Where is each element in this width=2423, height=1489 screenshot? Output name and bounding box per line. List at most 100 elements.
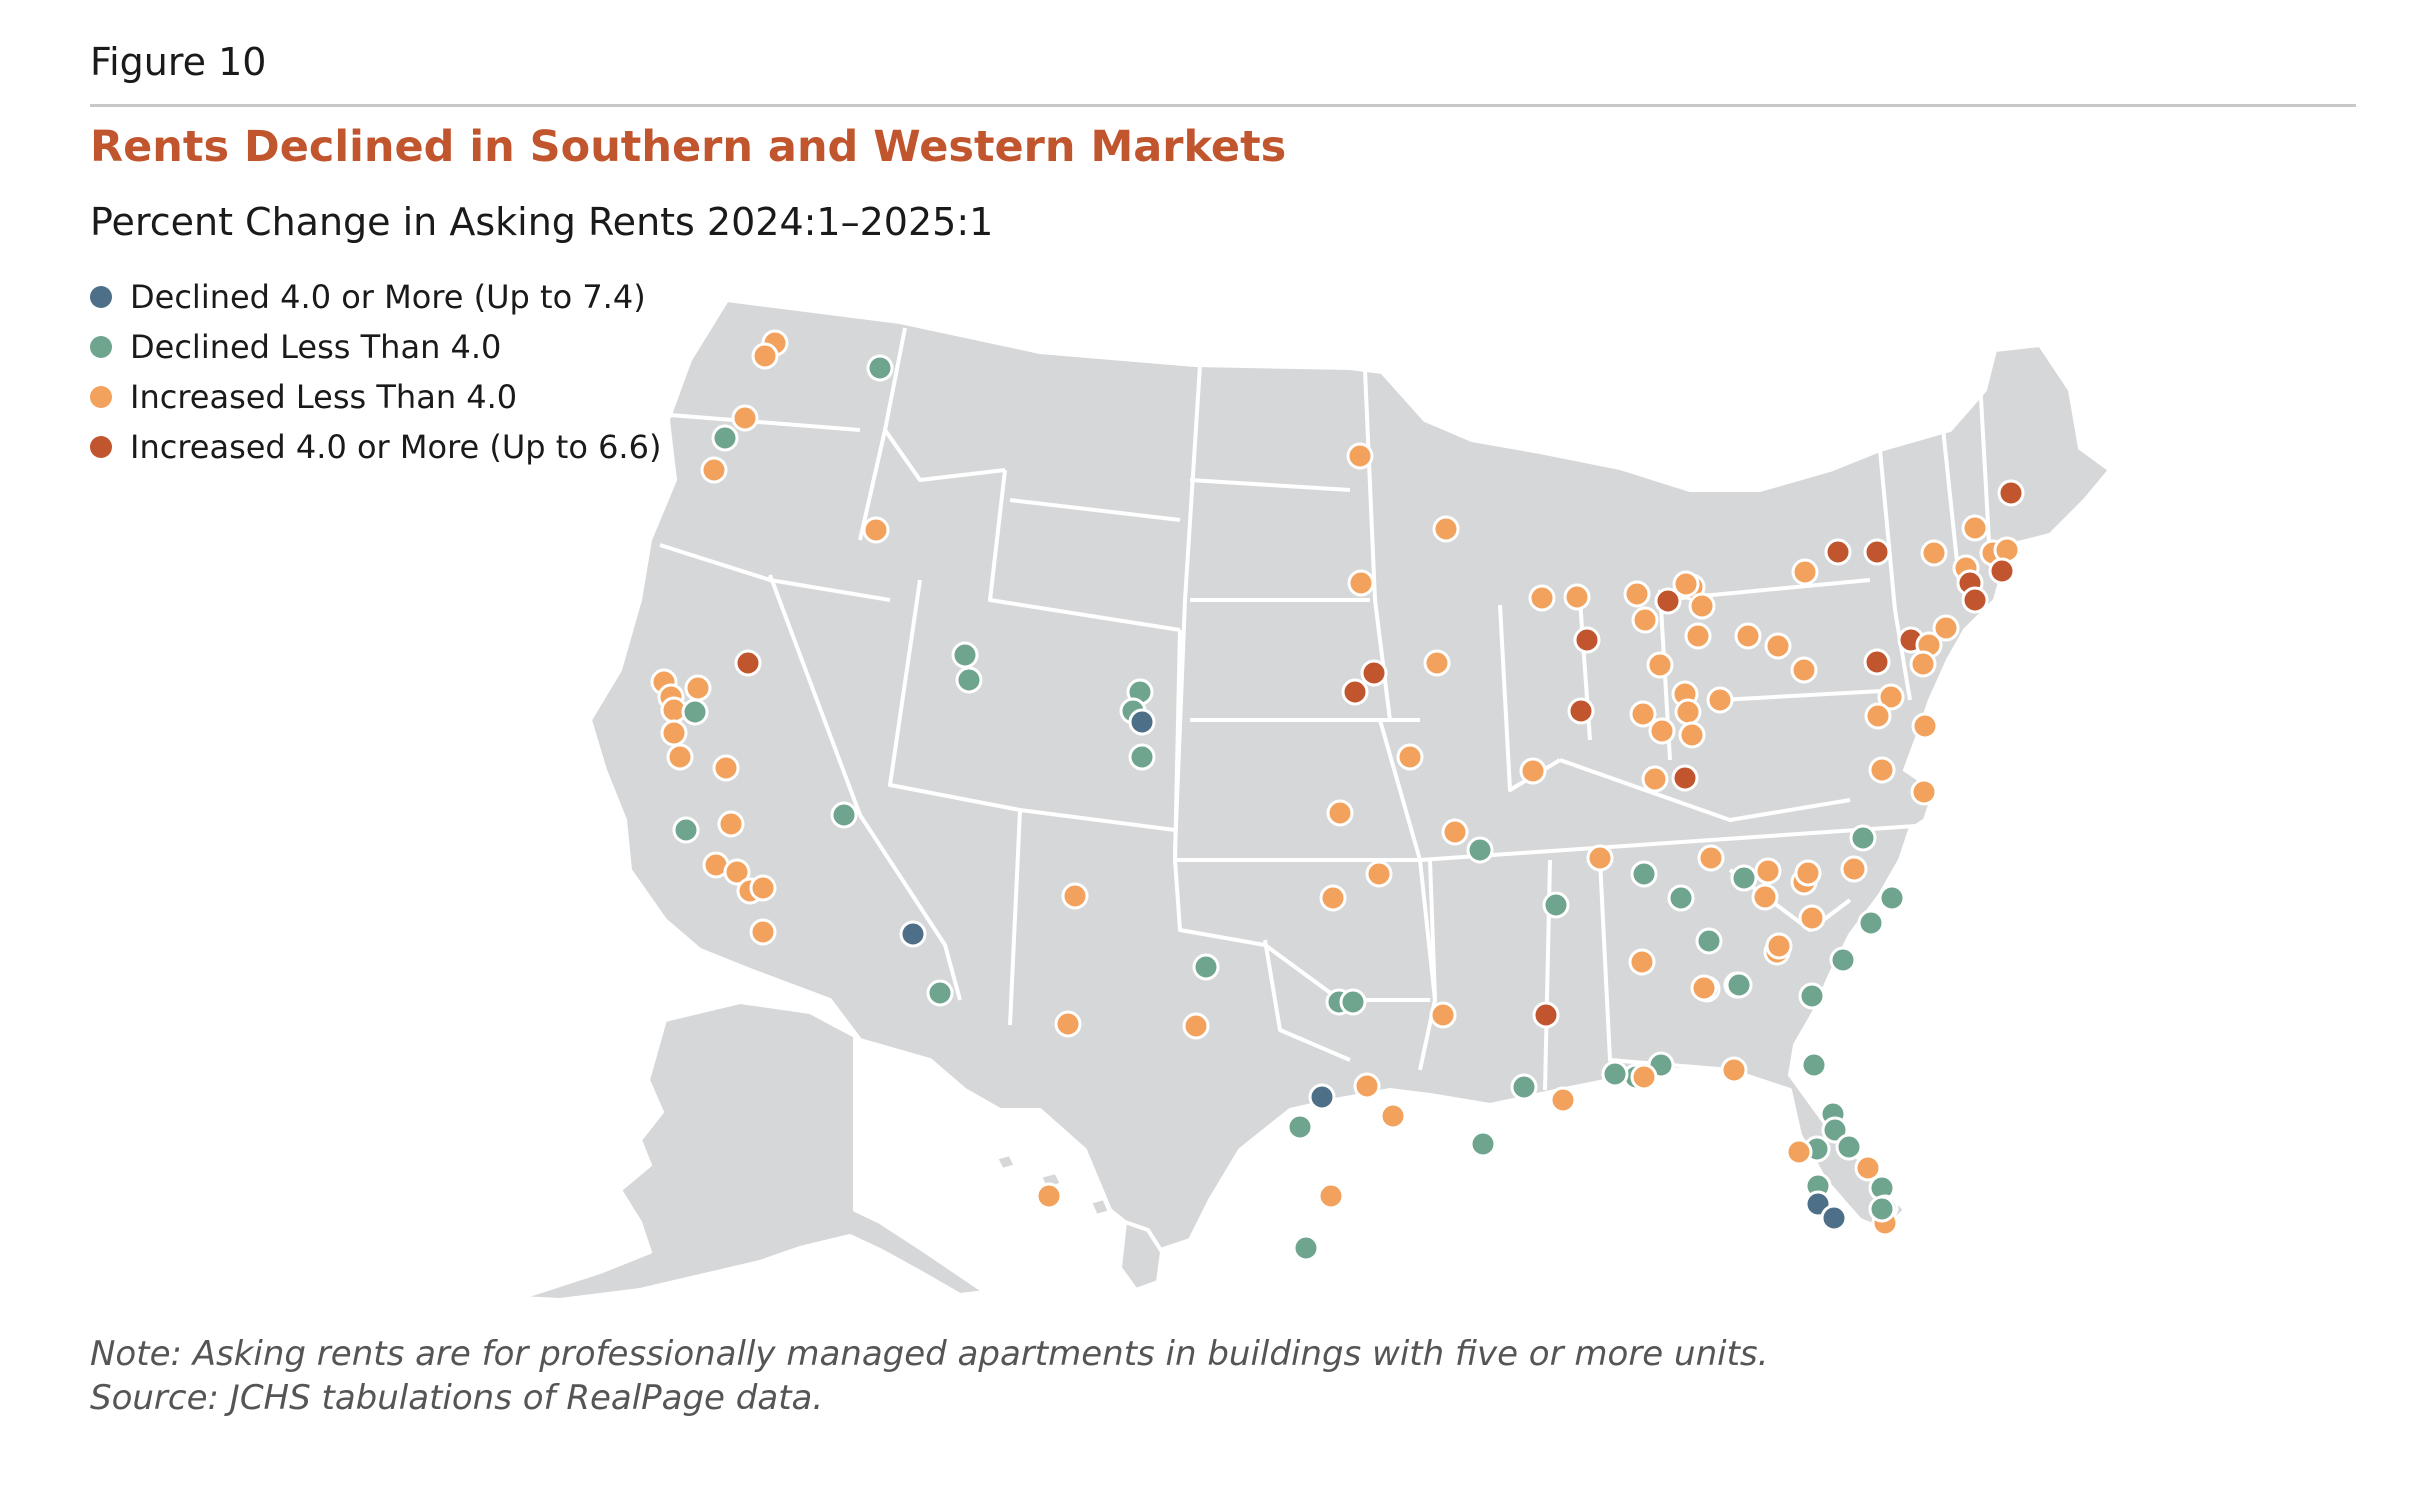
marker-increased-under-4 — [1346, 442, 1374, 470]
marker-increased-under-4 — [1697, 844, 1725, 872]
marker-increased-under-4 — [1628, 948, 1656, 976]
marker-declined-under-4 — [672, 816, 700, 844]
marker-declined-under-4 — [1730, 864, 1758, 892]
marker-declined-under-4 — [1542, 891, 1570, 919]
marker-increased-under-4 — [1794, 859, 1822, 887]
marker-declined-under-4 — [1821, 1116, 1849, 1144]
marker-increased-4-plus — [1961, 586, 1989, 614]
state-border — [669, 413, 861, 432]
marker-increased-under-4 — [749, 874, 777, 902]
marker-increased-under-4 — [1646, 651, 1674, 679]
alaska-landmass — [518, 1000, 987, 1302]
marker-declined-under-4 — [926, 979, 954, 1007]
hawaii-maui — [1088, 1196, 1112, 1218]
legend: Declined 4.0 or More (Up to 7.4) Decline… — [90, 272, 661, 472]
state-border — [883, 428, 1006, 482]
marker-declined-under-4 — [1128, 743, 1156, 771]
marker-increased-under-4 — [731, 404, 759, 432]
marker-increased-under-4 — [1688, 592, 1716, 620]
marker-declined-4-plus — [1820, 1204, 1848, 1232]
marker-increased-under-4 — [1765, 932, 1793, 960]
marker-increased-4-plus — [1573, 626, 1601, 654]
marker-increased-under-4 — [1035, 1182, 1063, 1210]
marker-increased-under-4 — [660, 719, 688, 747]
marker-increased-under-4 — [1182, 1012, 1210, 1040]
marker-increased-under-4 — [1734, 622, 1762, 650]
marker-declined-under-4 — [1835, 1133, 1863, 1161]
marker-increased-under-4 — [1672, 570, 1700, 598]
note-text: Note: Asking rents are for professionall… — [90, 1334, 1769, 1374]
marker-increased-under-4 — [1549, 1086, 1577, 1114]
marker-declined-under-4 — [1510, 1073, 1538, 1101]
hawaii-big-island — [1118, 1220, 1164, 1292]
marker-declined-under-4 — [681, 698, 709, 726]
marker-declined-under-4 — [1829, 946, 1857, 974]
marker-declined-under-4 — [1798, 982, 1826, 1010]
marker-declined-under-4 — [1630, 860, 1658, 888]
marker-increased-under-4 — [1798, 904, 1826, 932]
marker-increased-under-4 — [1790, 656, 1818, 684]
marker-declined-under-4 — [1192, 953, 1220, 981]
marker-increased-under-4 — [1563, 583, 1591, 611]
marker-increased-under-4 — [1840, 855, 1868, 883]
state-border — [1263, 939, 1351, 1062]
state-border — [1009, 498, 1181, 522]
state-borders — [659, 327, 1992, 1091]
chart-title: Rents Declined in Southern and Western M… — [90, 122, 1287, 172]
state-border — [1719, 688, 1901, 702]
marker-declined-under-4 — [951, 641, 979, 669]
marker-increased-under-4 — [1423, 649, 1451, 677]
marker-increased-under-4 — [1868, 756, 1896, 784]
marker-increased-under-4 — [1684, 622, 1712, 650]
marker-increased-under-4 — [1909, 650, 1937, 678]
marker-increased-under-4 — [1347, 569, 1375, 597]
legend-item-increased-under-4: Increased Less Than 4.0 — [90, 372, 661, 422]
marker-declined-under-4 — [1667, 884, 1695, 912]
marker-increased-under-4 — [1586, 844, 1614, 872]
marker-increased-under-4 — [1630, 1063, 1658, 1091]
legend-item-increased-4-plus: Increased 4.0 or More (Up to 6.6) — [90, 422, 661, 472]
legend-label: Declined 4.0 or More (Up to 7.4) — [130, 278, 646, 316]
state-border — [1598, 859, 1731, 1072]
legend-swatch — [90, 436, 112, 458]
marker-increased-under-4 — [1678, 721, 1706, 749]
marker-increased-under-4 — [1519, 757, 1547, 785]
marker-increased-under-4 — [717, 810, 745, 838]
marker-increased-under-4 — [1932, 614, 1960, 642]
marker-increased-under-4 — [1061, 882, 1089, 910]
marker-increased-under-4 — [700, 456, 728, 484]
state-border — [988, 469, 1181, 632]
marker-increased-4-plus — [1824, 538, 1852, 566]
marker-increased-under-4 — [1317, 1182, 1345, 1210]
marker-declined-under-4 — [830, 801, 858, 829]
marker-increased-4-plus — [1654, 587, 1682, 615]
marker-declined-4-plus — [899, 920, 927, 948]
marker-increased-4-plus — [1863, 648, 1891, 676]
marker-increased-under-4 — [1791, 558, 1819, 586]
metro-markers — [650, 329, 2025, 1262]
marker-increased-under-4 — [1365, 860, 1393, 888]
marker-declined-under-4 — [866, 354, 894, 382]
marker-declined-under-4 — [711, 424, 739, 452]
marker-declined-under-4 — [1286, 1113, 1314, 1141]
marker-increased-under-4 — [1623, 580, 1651, 608]
state-border — [888, 579, 1021, 812]
marker-declined-under-4 — [1292, 1234, 1320, 1262]
marker-increased-under-4 — [1751, 883, 1779, 911]
marker-increased-4-plus — [1341, 678, 1369, 706]
marker-declined-under-4 — [1695, 927, 1723, 955]
source-text: Source: JCHS tabulations of RealPage dat… — [90, 1378, 824, 1418]
marker-declined-under-4 — [1868, 1195, 1896, 1223]
marker-declined-under-4 — [1466, 836, 1494, 864]
marker-increased-under-4 — [1690, 974, 1718, 1002]
marker-increased-under-4 — [1353, 1072, 1381, 1100]
legend-label: Increased Less Than 4.0 — [130, 378, 518, 416]
marker-increased-under-4 — [749, 918, 777, 946]
marker-increased-under-4 — [1629, 700, 1657, 728]
state-border — [1019, 808, 1176, 832]
state-border — [858, 813, 962, 1001]
marker-declined-under-4 — [1725, 971, 1753, 999]
chart-subtitle: Percent Change in Asking Rents 2024:1–20… — [90, 200, 994, 244]
marker-increased-4-plus — [1532, 1001, 1560, 1029]
state-border — [1419, 823, 1931, 862]
